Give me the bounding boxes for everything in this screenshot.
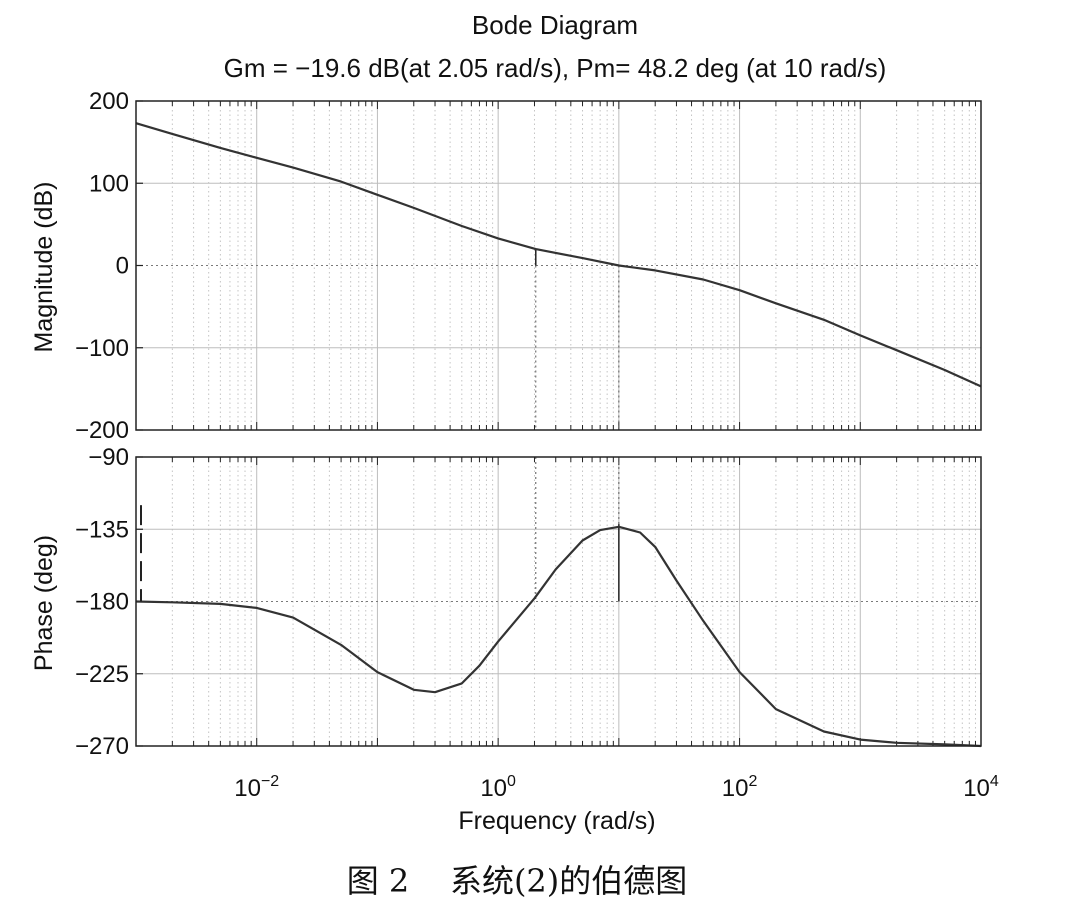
magnitude-panel: 200 100 0 −100 −200 — [75, 88, 981, 444]
y-tick-label: −270 — [75, 733, 129, 760]
y-tick-label: −90 — [88, 444, 129, 471]
chart-subtitle: Gm = −19.6 dB(at 2.05 rad/s), Pm= 48.2 d… — [224, 53, 887, 83]
x-tick-label: 100 — [480, 773, 516, 802]
y-tick-label: −225 — [75, 661, 129, 688]
y-tick-label: −180 — [75, 589, 129, 616]
x-tick-labels: 10−2 100 102 104 — [234, 773, 999, 802]
y-tick-label: 0 — [116, 253, 129, 280]
figure-caption-text: 系统(2)的伯德图 — [450, 862, 687, 900]
figure-number: 图 2 — [347, 862, 410, 900]
y-tick-label: −100 — [75, 335, 129, 362]
magnitude-series-line — [136, 123, 981, 386]
magnitude-axis-label: Magnitude (dB) — [30, 182, 58, 353]
x-tick-label: 10−2 — [234, 773, 279, 802]
phase-axis-label: Phase (deg) — [30, 535, 58, 671]
x-axis-label: Frequency (rad/s) — [458, 807, 655, 835]
y-tick-label: −135 — [75, 516, 129, 543]
phase-panel: −90 −135 −180 −225 −270 — [75, 444, 981, 760]
y-tick-label: 200 — [89, 88, 129, 115]
bode-diagram: Bode Diagram Gm = −19.6 dB(at 2.05 rad/s… — [0, 0, 1074, 856]
figure-caption: 图 2 系统(2)的伯德图 — [0, 856, 1034, 902]
x-tick-label: 104 — [963, 773, 999, 802]
y-tick-label: −200 — [75, 417, 129, 444]
y-tick-label: 100 — [89, 170, 129, 197]
phase-series-line — [136, 527, 981, 746]
x-tick-label: 102 — [722, 773, 758, 802]
chart-title: Bode Diagram — [472, 10, 638, 40]
